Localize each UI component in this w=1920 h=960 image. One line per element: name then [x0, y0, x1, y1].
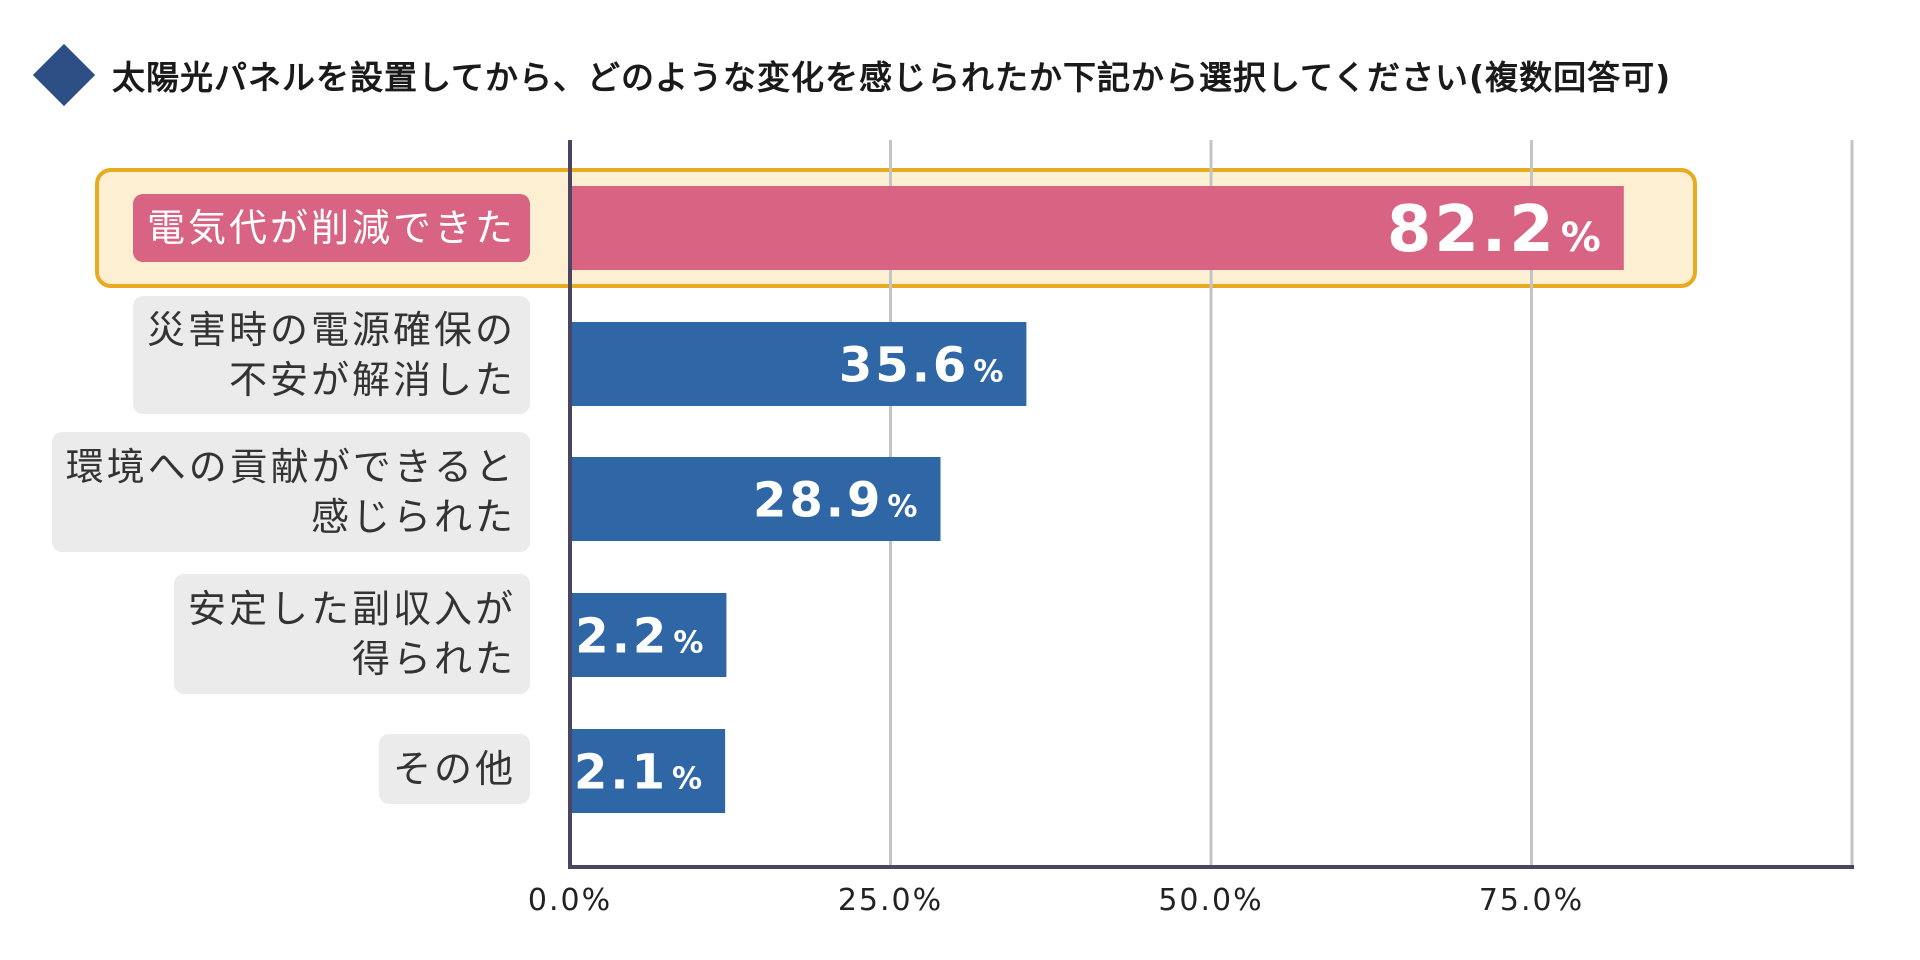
category-label: 環境への貢献ができると 感じられた [51, 432, 530, 552]
x-tick-label: 25.0% [838, 883, 943, 918]
category-label-text: 環境への貢献ができると 感じられた [65, 445, 516, 539]
category-label: その他 [378, 734, 530, 804]
category-label-text: 災害時の電源確保の 不安が解消した [146, 308, 516, 402]
bar [570, 457, 941, 541]
bar-value-label: 12.2% [539, 608, 707, 664]
x-tick-label: 0.0% [528, 883, 612, 918]
bar-value-label: 12.1% [538, 744, 706, 800]
category-label: 災害時の電源確保の 不安が解消した [132, 296, 530, 414]
x-tick-label: 50.0% [1158, 883, 1263, 918]
bar-value-label: 28.9% [753, 472, 921, 528]
bar [570, 186, 1624, 270]
category-label: 安定した副収入が 得られた [173, 574, 530, 694]
bar [570, 593, 727, 677]
category-label-text: 電気代が削減できた [146, 206, 516, 250]
bar-value-label: 82.2% [1387, 193, 1604, 267]
bar-value-label: 35.6% [839, 337, 1007, 393]
chart-title: 太陽光パネルを設置してから、どのような変化を感じられたか下記から選択してください… [112, 58, 1672, 97]
category-label: 電気代が削減できた [132, 194, 530, 262]
category-label-text: その他 [392, 747, 516, 791]
bar [570, 729, 726, 813]
category-label-text: 安定した副収入が 得られた [187, 587, 516, 681]
chart-title-row: 太陽光パネルを設置してから、どのような変化を感じられたか下記から選択してください… [30, 42, 1671, 108]
bar [570, 322, 1027, 406]
x-tick-label: 75.0% [1479, 883, 1584, 918]
